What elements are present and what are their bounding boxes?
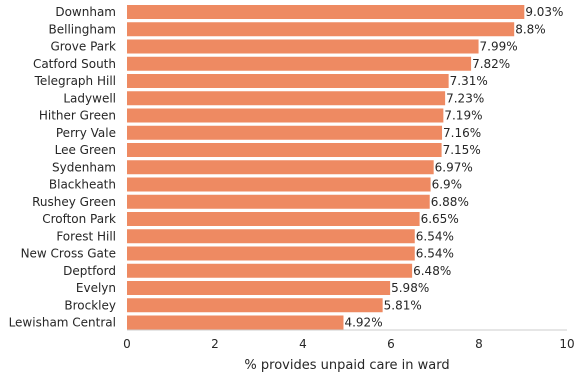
category-label: Ladywell [63,91,116,105]
category-label: New Cross Gate [21,247,116,261]
data-label: 5.98% [391,281,429,295]
x-tick-label: 0 [123,337,131,351]
category-label: Blackheath [49,178,116,192]
data-label: 7.82% [472,57,510,71]
x-tick-label: 8 [475,337,483,351]
data-label: 6.97% [435,160,473,174]
data-label: 7.23% [446,91,484,105]
category-label: Evelyn [76,281,116,295]
bars-group [127,5,525,330]
data-label: 6.65% [421,212,459,226]
bar [127,194,430,209]
bar [127,143,442,157]
bar [127,91,446,106]
category-label: Sydenham [52,160,116,174]
data-label: 6.54% [416,229,454,243]
x-tick-label: 10 [559,337,574,351]
bar [127,246,415,261]
x-axis-label: % provides unpaid care in ward [244,358,449,373]
category-label: Grove Park [50,40,116,54]
data-label: 7.19% [444,109,482,123]
category-label: Crofton Park [42,212,116,226]
bar [127,22,515,37]
data-label: 7.99% [480,40,518,54]
bar [127,315,344,330]
category-label: Rushey Green [32,195,116,209]
bar [127,56,472,71]
category-label: Hither Green [39,109,116,123]
x-tick-label: 2 [211,337,219,351]
category-label: Perry Vale [56,126,116,140]
bar [127,5,525,19]
data-label: 6.9% [432,178,463,192]
category-label: Telegraph Hill [34,74,116,88]
category-label: Bellingham [49,22,117,36]
x-tick-labels: 0 2 4 6 8 10 [123,337,574,351]
category-label: Lee Green [55,143,116,157]
bar [127,39,479,54]
data-label: 9.03% [525,5,563,19]
category-label: Brockley [64,298,116,312]
data-label: 8.8% [515,22,546,36]
x-tick-label: 4 [299,337,307,351]
data-label: 5.81% [384,298,422,312]
data-label: 4.92% [344,316,382,330]
category-label: Forest Hill [56,229,116,243]
bar [127,212,420,226]
data-label: 7.15% [443,143,481,157]
data-label: 6.48% [413,264,451,278]
x-tick-label: 6 [387,337,395,351]
bar [127,229,415,244]
bar [127,108,444,123]
bar [127,74,449,88]
bar [127,298,383,313]
category-label: Downham [55,5,116,19]
category-label: Deptford [63,264,116,278]
data-labels: 9.03% 8.8% 7.99% 7.82% 7.31% 7.23% 7.19% 7.16% 7… [344,5,563,330]
data-label: 6.88% [431,195,469,209]
category-label: Lewisham Central [9,316,116,330]
data-label: 7.16% [443,126,481,140]
data-label: 7.31% [450,74,488,88]
bar [127,263,413,278]
category-labels: Downham Bellingham Grove Park Catford South… [9,5,116,330]
data-label: 6.54% [416,247,454,261]
bar [127,125,443,140]
bar [127,281,391,295]
category-label: Catford South [33,57,116,71]
bar [127,177,431,192]
bar [127,160,434,175]
